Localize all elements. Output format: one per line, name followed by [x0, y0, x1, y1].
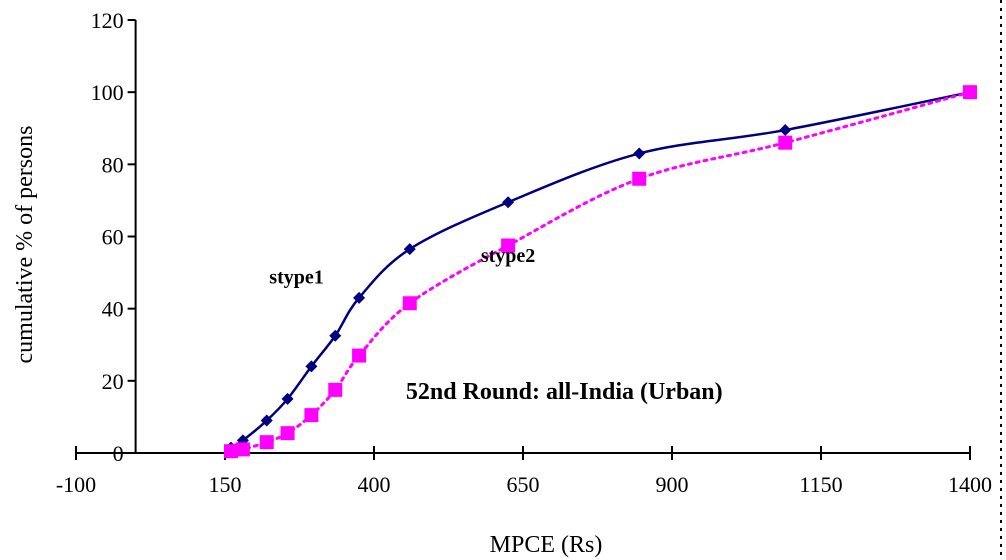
series-layer — [223, 85, 977, 459]
series-stype2 — [223, 85, 977, 459]
data-point-stype2 — [304, 408, 319, 423]
y-tick-label: 20 — [102, 369, 124, 394]
x-tick-label: 1150 — [799, 472, 842, 497]
y-tick-label: 80 — [102, 152, 124, 177]
x-axis-label: MPCE (Rs) — [490, 532, 603, 558]
data-point-stype2 — [328, 382, 343, 397]
annotation-label: 52nd Round: all-India (Urban) — [406, 379, 723, 405]
y-tick-label: 60 — [102, 225, 124, 250]
data-point-stype1 — [779, 124, 792, 137]
data-point-stype1 — [502, 196, 515, 209]
data-point-stype2 — [352, 348, 367, 363]
data-point-stype2 — [501, 238, 516, 253]
y-tick-label: 40 — [102, 297, 124, 322]
y-tick-label: 100 — [91, 80, 124, 105]
data-point-stype2 — [235, 442, 250, 457]
data-point-stype1 — [403, 243, 416, 256]
x-tick-label: 650 — [507, 472, 540, 497]
y-tick-label: 120 — [91, 8, 124, 33]
x-tick-label: 900 — [656, 472, 689, 497]
annotation-label: stype2 — [481, 245, 535, 267]
x-tick-label: 150 — [209, 472, 242, 497]
x-tick-label: 1400 — [948, 472, 992, 497]
data-point-stype2 — [223, 444, 238, 459]
data-point-stype1 — [260, 414, 273, 427]
y-tick-label: 0 — [113, 441, 124, 466]
y-axis-label: cumulative % of persons — [12, 126, 38, 364]
data-point-stype1 — [281, 392, 294, 405]
data-point-stype2 — [778, 135, 793, 150]
data-point-stype1 — [305, 360, 318, 373]
data-point-stype1 — [633, 147, 646, 160]
data-point-stype2 — [632, 171, 647, 186]
annotation-label: stype1 — [269, 266, 323, 288]
axes: 0 20 40 60 80 100 120 -100 150 400 650 900 1150 1400 M… — [12, 8, 992, 558]
data-point-stype1 — [353, 291, 366, 304]
annotation-layer: stype1 stype2 52nd Round: all-India (Urban… — [269, 245, 722, 405]
data-point-stype2 — [963, 85, 977, 100]
data-point-stype2 — [402, 296, 417, 311]
data-point-stype2 — [259, 435, 274, 450]
data-point-stype1 — [329, 329, 342, 342]
data-point-stype2 — [280, 426, 295, 441]
x-tick-label: -100 — [56, 472, 96, 497]
x-tick-label: 400 — [358, 472, 391, 497]
